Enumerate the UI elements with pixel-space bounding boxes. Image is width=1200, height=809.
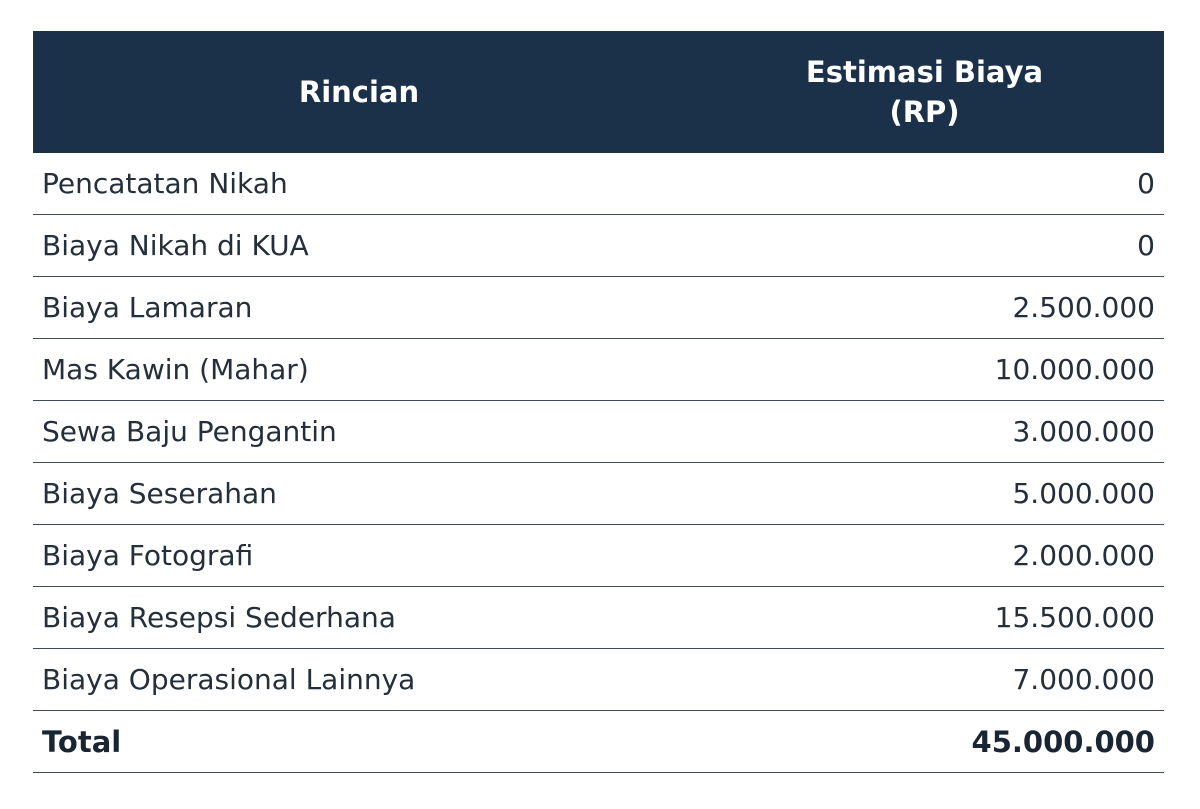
table-row: Biaya Resepsi Sederhana 15.500.000 bbox=[33, 586, 1164, 649]
table-row: Biaya Seserahan 5.000.000 bbox=[33, 462, 1164, 525]
row-amount: 0 bbox=[685, 214, 1164, 277]
row-amount: 0 bbox=[685, 153, 1164, 215]
row-amount: 2.000.000 bbox=[685, 524, 1164, 587]
row-amount: 10.000.000 bbox=[685, 338, 1164, 401]
total-label: Total bbox=[33, 710, 685, 773]
header-estimasi-biaya: Estimasi Biaya (RP) bbox=[685, 31, 1164, 153]
table-row: Biaya Nikah di KUA 0 bbox=[33, 214, 1164, 277]
row-label: Biaya Seserahan bbox=[33, 462, 685, 525]
row-label: Biaya Resepsi Sederhana bbox=[33, 586, 685, 649]
table-row: Biaya Lamaran 2.500.000 bbox=[33, 276, 1164, 339]
table-row: Mas Kawin (Mahar) 10.000.000 bbox=[33, 338, 1164, 401]
row-label: Biaya Fotografi bbox=[33, 524, 685, 587]
total-amount: 45.000.000 bbox=[685, 710, 1164, 773]
row-amount: 5.000.000 bbox=[685, 462, 1164, 525]
table-row: Sewa Baju Pengantin 3.000.000 bbox=[33, 400, 1164, 463]
row-label: Pencatatan Nikah bbox=[33, 153, 685, 215]
row-label: Biaya Lamaran bbox=[33, 276, 685, 339]
row-amount: 15.500.000 bbox=[685, 586, 1164, 649]
header-estimasi-line2: (RP) bbox=[889, 95, 960, 129]
table-row: Biaya Operasional Lainnya 7.000.000 bbox=[33, 648, 1164, 711]
header-rincian-label: Rincian bbox=[298, 75, 420, 109]
table-header: Rincian Estimasi Biaya (RP) bbox=[33, 31, 1164, 153]
header-row: Rincian Estimasi Biaya (RP) bbox=[33, 31, 1164, 153]
header-estimasi-line1: Estimasi Biaya bbox=[805, 55, 1044, 89]
row-amount: 7.000.000 bbox=[685, 648, 1164, 711]
cost-table-container: Rincian Estimasi Biaya (RP) Pencatatan N… bbox=[33, 31, 1164, 773]
table-body: Pencatatan Nikah 0 Biaya Nikah di KUA 0 … bbox=[33, 153, 1164, 773]
table-row: Pencatatan Nikah 0 bbox=[33, 153, 1164, 215]
row-amount: 3.000.000 bbox=[685, 400, 1164, 463]
cost-table: Rincian Estimasi Biaya (RP) Pencatatan N… bbox=[33, 31, 1164, 773]
row-label: Sewa Baju Pengantin bbox=[33, 400, 685, 463]
row-label: Mas Kawin (Mahar) bbox=[33, 338, 685, 401]
header-estimasi-label: Estimasi Biaya (RP) bbox=[806, 52, 1043, 132]
total-row: Total 45.000.000 bbox=[33, 710, 1164, 773]
row-label: Biaya Nikah di KUA bbox=[33, 214, 685, 277]
row-label: Biaya Operasional Lainnya bbox=[33, 648, 685, 711]
row-amount: 2.500.000 bbox=[685, 276, 1164, 339]
header-rincian: Rincian bbox=[33, 31, 685, 153]
table-row: Biaya Fotografi 2.000.000 bbox=[33, 524, 1164, 587]
